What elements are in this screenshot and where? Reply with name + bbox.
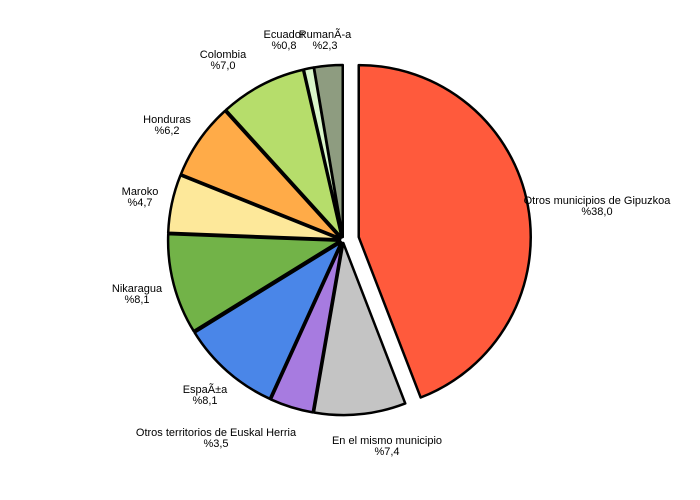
slice-label-name: Ecuador [264,29,305,41]
slice-label: Nikaragua %8,1 [112,283,163,306]
slice-label: Maroko %4,7 [122,186,159,209]
pie-slice [224,68,343,239]
slice-label-value: %7,0 [210,60,235,72]
slice-label: RumanÃ-a %2,3 [299,28,352,52]
slice-label-value: %3,5 [203,438,228,450]
slice-label-name: Otros territorios de Euskal Herria [136,427,297,439]
slice-label-value: %2,3 [312,40,337,52]
slice-label-name: RumanÃ-a [299,28,352,41]
slice-label: En el mismo municipio %7,4 [332,435,442,458]
slice-label-name: Colombia [200,49,247,61]
pie-slice [166,232,342,333]
pie-slice [357,63,532,399]
slice-label-name: Nikaragua [112,283,163,295]
slice-label-name: Honduras [143,114,191,126]
slice-label-name: Otros municipios de Gipuzkoa [524,195,672,207]
slice-label-value: %0,8 [271,40,296,52]
slice-label: EspaÃ±a %8,1 [183,383,228,407]
slice-label: Otros territorios de Euskal Herria %3,5 [136,427,297,450]
slice-label-value: %8,1 [192,395,217,407]
slice-label-value: %38,0 [581,206,612,218]
slice-label-value: %4,7 [127,197,152,209]
slice-label: Honduras %6,2 [143,114,191,137]
pie-slice [193,241,343,401]
pie-slice [269,241,344,414]
slice-label-name: En el mismo municipio [332,435,442,447]
slice-label-value: %6,2 [154,125,179,137]
pie-slice [312,241,407,417]
pie-slice [312,63,344,239]
slice-label-value: %8,1 [124,294,149,306]
slice-label-name: Maroko [122,186,159,198]
slice-label-name: EspaÃ±a [183,383,228,396]
slice-label-value: %7,4 [374,446,399,458]
slice-label: Ecuador %0,8 [264,29,305,52]
pie-slice [179,109,342,240]
slice-label: Otros municipios de Gipuzkoa %38,0 [524,195,672,218]
slice-label: Colombia %7,0 [200,49,247,72]
